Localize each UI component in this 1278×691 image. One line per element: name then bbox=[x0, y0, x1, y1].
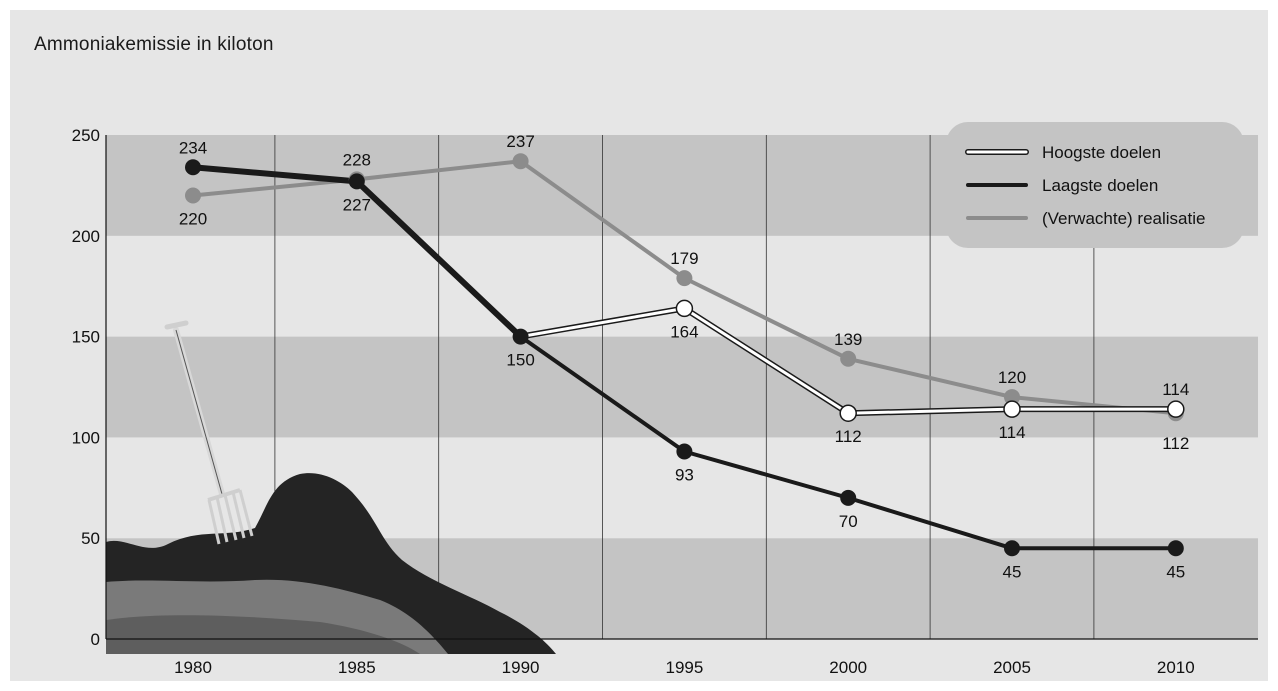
fork-head bbox=[207, 488, 241, 502]
point-realisatie bbox=[1004, 389, 1020, 406]
point-realisatie bbox=[840, 350, 857, 367]
data-label-real: 228 bbox=[343, 150, 371, 169]
x-tick-label: 2000 bbox=[829, 658, 867, 677]
y-tick-label: 0 bbox=[91, 630, 100, 649]
data-label-laag: 70 bbox=[839, 512, 858, 531]
x-tick-label: 1995 bbox=[665, 658, 703, 677]
data-label-hoog: 112 bbox=[835, 427, 862, 446]
fork-grip bbox=[164, 320, 189, 330]
manure-heap-shade bbox=[106, 615, 420, 654]
band-150-200 bbox=[106, 235, 1258, 337]
point-laagste bbox=[185, 159, 201, 176]
data-label-laag: 45 bbox=[1003, 562, 1022, 581]
x-tick-label: 1980 bbox=[174, 658, 212, 677]
data-label-real: 237 bbox=[506, 132, 534, 151]
band-100-150 bbox=[106, 336, 1258, 438]
data-label-real: 139 bbox=[834, 330, 862, 349]
point-laagste bbox=[512, 328, 529, 345]
point-laagste bbox=[676, 443, 693, 460]
legend-label: (Verwachte) realisatie bbox=[1042, 209, 1205, 228]
data-label-laag: 150 bbox=[506, 351, 534, 370]
data-label-hoog: 114 bbox=[1162, 380, 1189, 399]
data-label-hoog: 164 bbox=[670, 322, 698, 341]
chart-title: Ammoniakemissie in kiloton bbox=[34, 34, 274, 55]
data-label-real: 120 bbox=[998, 368, 1026, 387]
data-label-real: 179 bbox=[670, 249, 698, 268]
data-label-laag: 227 bbox=[343, 195, 371, 214]
point-realisatie bbox=[512, 153, 529, 170]
legend-label: Laagste doelen bbox=[1042, 176, 1158, 195]
y-tick-label: 200 bbox=[72, 227, 100, 246]
fork-handle-edge bbox=[175, 329, 223, 495]
data-label-real: 112 bbox=[1162, 434, 1189, 453]
point-hoogste bbox=[1167, 400, 1185, 418]
fork-tines bbox=[207, 489, 254, 545]
point-realisatie bbox=[185, 187, 201, 204]
point-hoogste bbox=[839, 404, 857, 422]
y-tick-label: 150 bbox=[72, 328, 100, 347]
data-label-laag: 45 bbox=[1166, 562, 1185, 581]
point-laagste bbox=[1004, 540, 1020, 557]
data-label-real: 220 bbox=[179, 209, 207, 228]
legend-label: Hoogste doelen bbox=[1042, 143, 1161, 162]
point-hoogste bbox=[1003, 400, 1021, 418]
point-laagste bbox=[348, 173, 365, 190]
y-tick-label: 100 bbox=[72, 428, 100, 447]
x-tick-label: 2010 bbox=[1157, 658, 1195, 677]
data-label-hoog: 114 bbox=[998, 423, 1025, 442]
point-laagste bbox=[840, 489, 857, 506]
y-tick-label: 250 bbox=[72, 126, 100, 145]
point-realisatie bbox=[676, 270, 693, 287]
data-label-laag: 234 bbox=[179, 138, 207, 157]
x-tick-label: 2005 bbox=[993, 658, 1031, 677]
x-tick-label: 1990 bbox=[502, 658, 540, 677]
data-label-laag: 93 bbox=[675, 466, 694, 485]
x-tick-label: 1985 bbox=[338, 658, 376, 677]
point-hoogste bbox=[675, 299, 694, 318]
y-tick-label: 50 bbox=[81, 529, 100, 548]
point-laagste bbox=[1167, 540, 1184, 557]
legend: Hoogste doelen Laagste doelen (Verwachte) … bbox=[946, 122, 1244, 248]
manure-fork-illustration bbox=[106, 320, 556, 654]
